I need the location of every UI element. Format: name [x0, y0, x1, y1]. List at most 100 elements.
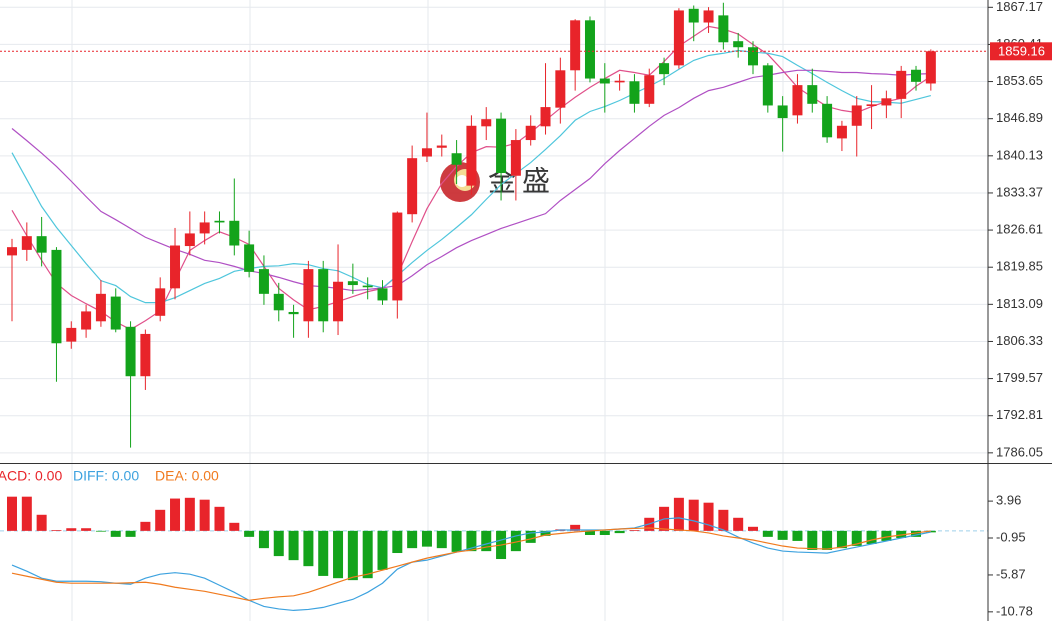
macd-bar — [688, 499, 699, 531]
candle-body — [436, 145, 447, 148]
candle-body — [362, 285, 373, 288]
candle-body — [333, 281, 344, 322]
macd-bar — [155, 509, 166, 531]
macd-bar — [436, 530, 447, 549]
candle-body — [822, 103, 833, 138]
macd-bar — [629, 530, 640, 531]
legend-entry: DEA: 0.00 — [155, 468, 219, 484]
candle-body — [7, 247, 17, 256]
candle-body — [66, 327, 77, 342]
macd-bar — [733, 517, 744, 531]
candle-body — [911, 69, 922, 82]
macd-bar — [703, 502, 714, 531]
macd-bar — [184, 497, 195, 531]
macd-bar — [214, 506, 225, 531]
macd-bar — [273, 530, 284, 557]
macd-bar — [925, 530, 936, 533]
candle-body — [155, 288, 166, 316]
macd-bar — [333, 530, 344, 579]
candle-body — [140, 333, 151, 377]
y-tick-label: 1792.81 — [996, 407, 1043, 422]
macd-bar — [21, 496, 32, 531]
y-tick-label: 1840.13 — [996, 147, 1043, 162]
candle-body — [95, 293, 106, 322]
last-price-box — [990, 42, 1052, 61]
price-plot: 金盛 — [0, 2, 988, 454]
candle-body — [540, 107, 551, 127]
y-tick-label: 1853.65 — [996, 73, 1043, 88]
candle-body — [925, 51, 936, 84]
macd-bar — [614, 530, 625, 534]
candle-body — [584, 20, 595, 79]
candle-body — [599, 78, 610, 84]
macd-bar — [318, 530, 329, 576]
macd-bar — [377, 530, 388, 570]
macd-bar — [599, 530, 610, 535]
candle-body — [836, 125, 847, 139]
macd-bar — [362, 530, 373, 579]
macd-bar — [777, 530, 788, 540]
candle-body — [718, 15, 729, 43]
macd-bar — [303, 530, 314, 567]
macd-bar — [748, 526, 758, 531]
candle-body — [851, 105, 862, 126]
macd-bar — [762, 530, 773, 537]
candle-body — [421, 148, 432, 157]
macd-bar — [792, 530, 803, 541]
candle-body — [733, 41, 744, 48]
macd-bar — [170, 498, 181, 531]
macd-bar — [673, 497, 684, 531]
macd-bar — [407, 530, 418, 549]
macd-bar — [125, 530, 136, 537]
candle-body — [525, 125, 536, 141]
macd-bar — [584, 530, 595, 535]
macd-bar — [881, 530, 892, 541]
last-price-label: 1859.16 — [998, 44, 1045, 59]
line-series — [11, 69, 931, 292]
candle-body — [110, 296, 121, 330]
y-tick-label: 1799.57 — [996, 370, 1043, 385]
candle-body — [184, 233, 195, 247]
candle-body — [258, 269, 269, 294]
legend-entry: MACD: 0.00 — [0, 468, 62, 484]
candle-body — [688, 8, 699, 23]
candle-body — [762, 65, 773, 106]
y-tick-label: 1806.33 — [996, 333, 1043, 348]
y-tick-label: -10.78 — [996, 603, 1033, 618]
candle-body — [125, 326, 136, 377]
candle-body — [555, 70, 566, 108]
candle-body — [629, 81, 640, 104]
macd-bar — [244, 530, 255, 537]
logo-core — [456, 175, 468, 187]
macd-bar — [822, 530, 833, 550]
candle-body — [792, 85, 803, 116]
macd-bar — [421, 530, 432, 547]
candle-body — [496, 118, 507, 174]
y-tick-label: 1867.17 — [996, 0, 1043, 14]
macd-bar — [481, 530, 492, 552]
macd-bar — [110, 530, 121, 537]
y-tick-label: 1786.05 — [996, 444, 1043, 459]
candle-body — [703, 10, 714, 23]
macd-bar — [911, 530, 922, 537]
macd-bar — [525, 530, 536, 543]
candle-body — [214, 220, 225, 223]
candle-body — [288, 311, 299, 315]
candle-body — [614, 80, 625, 83]
line-series — [11, 527, 931, 601]
macd-bar — [866, 530, 877, 545]
candle-body — [748, 47, 758, 66]
candle-body — [659, 63, 670, 75]
candle-body — [377, 288, 388, 301]
candle-body — [673, 10, 684, 66]
candle-body — [481, 119, 492, 127]
y-tick-label: 1813.09 — [996, 296, 1043, 311]
candle-body — [244, 244, 255, 272]
y-tick-label: 1833.37 — [996, 184, 1043, 199]
candle-body — [303, 269, 314, 322]
macd-bar — [807, 530, 818, 550]
macd-bar — [66, 528, 77, 531]
